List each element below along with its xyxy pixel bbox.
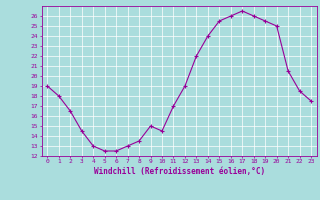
- X-axis label: Windchill (Refroidissement éolien,°C): Windchill (Refroidissement éolien,°C): [94, 167, 265, 176]
